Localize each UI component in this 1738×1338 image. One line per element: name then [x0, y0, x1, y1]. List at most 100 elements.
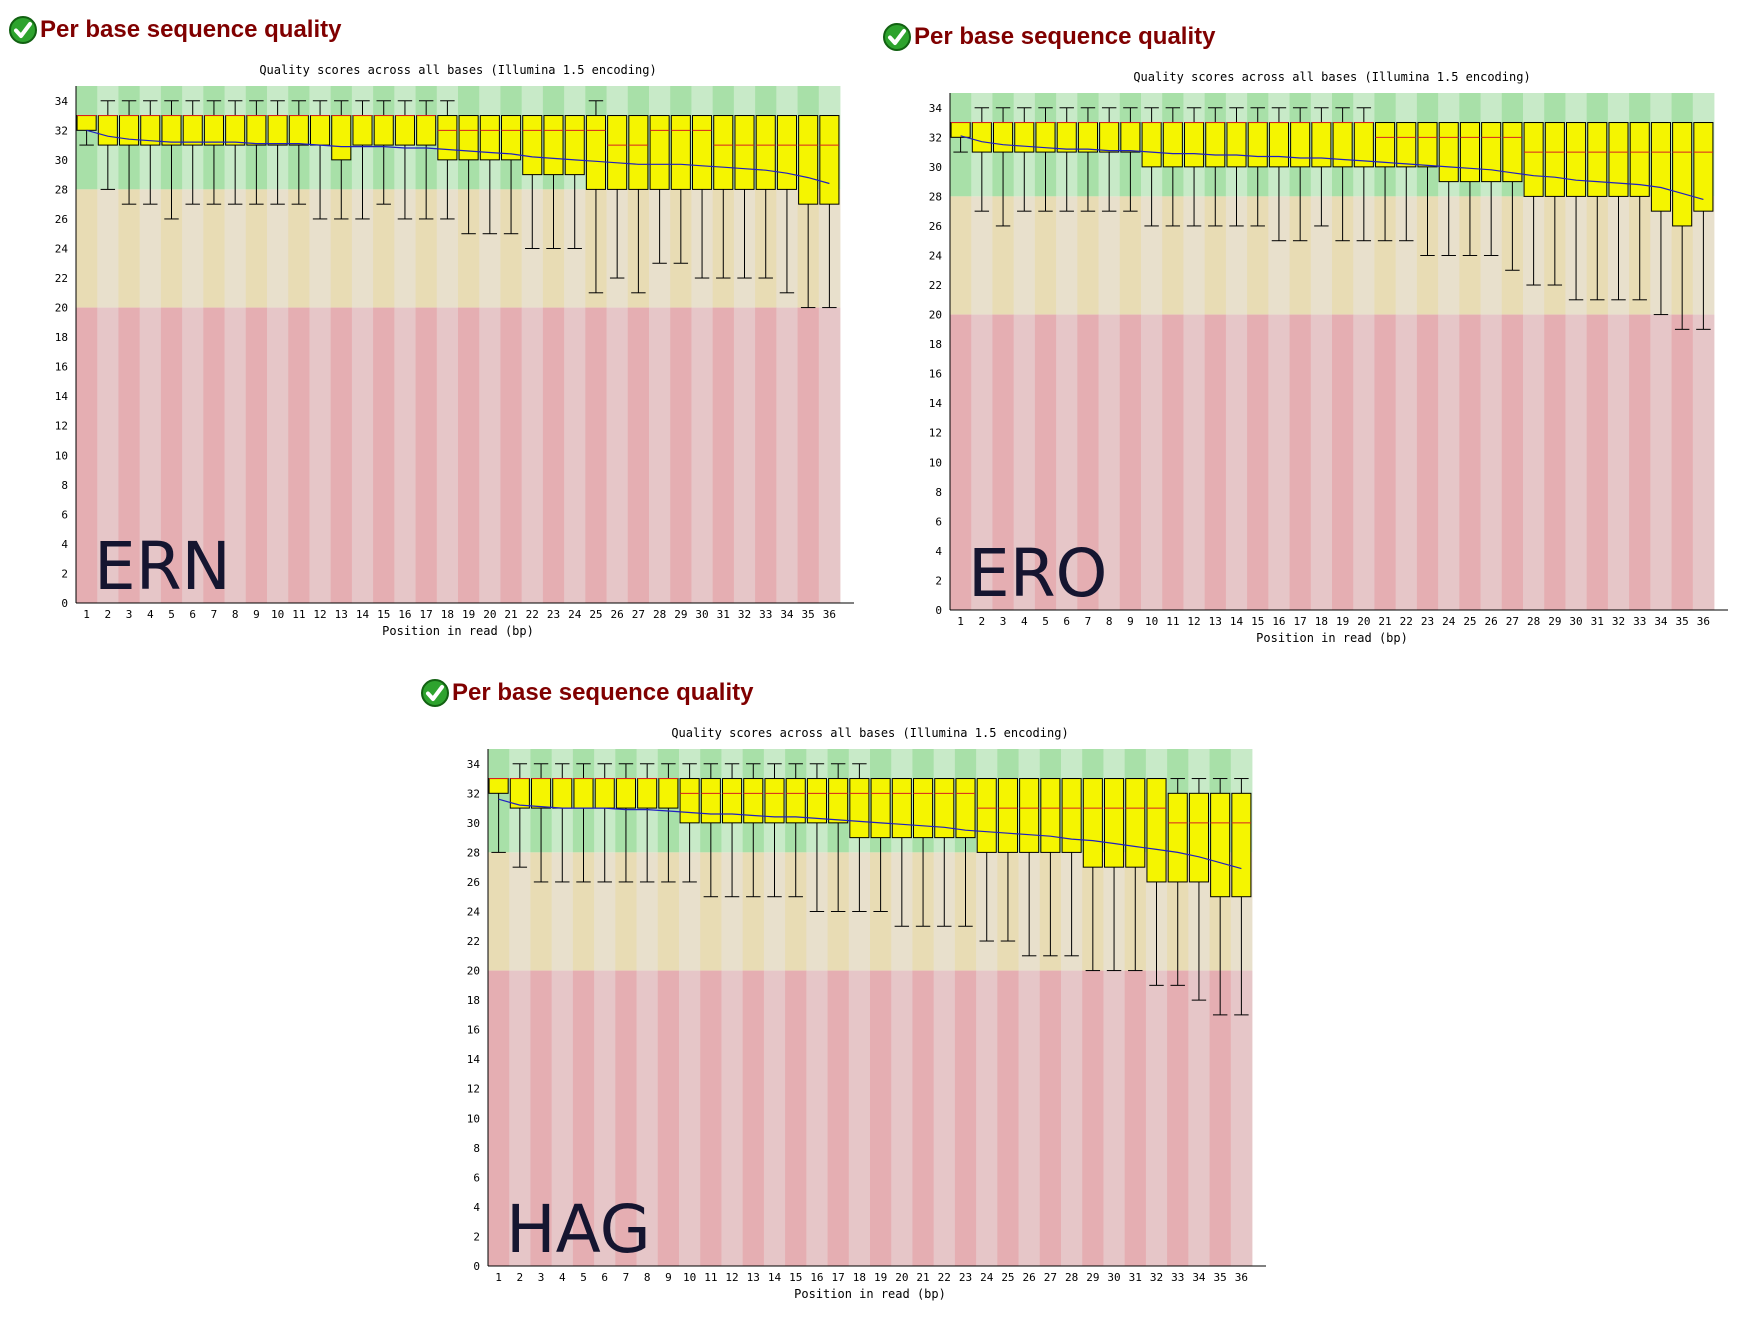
y-tick-label: 18 [929, 338, 942, 351]
quartile-box [352, 115, 373, 146]
zone-band-poor [1692, 314, 1715, 610]
quartile-box [692, 115, 713, 190]
y-tick-label: 16 [467, 1024, 480, 1037]
y-tick-label: 10 [55, 449, 68, 462]
x-axis-label: Position in read (bp) [794, 1287, 946, 1301]
y-tick-label: 18 [55, 331, 68, 344]
y-tick-label: 10 [929, 456, 942, 469]
x-tick-label: 34 [780, 608, 794, 621]
zone-band-poor [245, 307, 268, 603]
y-tick-label: 20 [467, 965, 480, 978]
x-tick-label: 17 [420, 608, 433, 621]
quartile-box [564, 115, 585, 176]
quartile-box [1056, 122, 1077, 153]
zone-band-poor [649, 307, 671, 603]
x-tick-label: 20 [1357, 615, 1370, 628]
quartile-box [1226, 122, 1247, 168]
panel-ero: Per base sequence quality Quality scores… [882, 17, 1738, 667]
zone-band-poor [742, 970, 765, 1266]
quartile-box [1459, 122, 1480, 183]
x-axis-label: Position in read (bp) [382, 624, 534, 638]
x-tick-label: 36 [1697, 615, 1710, 628]
x-tick-label: 18 [441, 608, 454, 621]
zone-band-poor [203, 307, 225, 603]
x-tick-label: 30 [695, 608, 708, 621]
zone-band-reasonable [1332, 196, 1354, 315]
x-tick-label: 2 [517, 1271, 524, 1284]
zone-band-poor [1310, 314, 1333, 610]
zone-band-reasonable [1098, 196, 1121, 315]
quartile-box [288, 115, 309, 146]
zone-band-reasonable [785, 852, 807, 971]
zone-band-poor [763, 970, 786, 1266]
quartile-box [119, 115, 140, 146]
zone-band-poor [776, 307, 798, 603]
panel-title: Per base sequence quality [452, 679, 754, 706]
quartile-box [1099, 122, 1120, 153]
x-tick-label: 13 [747, 1271, 760, 1284]
x-tick-label: 25 [1001, 1271, 1014, 1284]
zone-band-poor [585, 307, 607, 603]
x-tick-label: 28 [1527, 615, 1540, 628]
zone-band-poor [712, 307, 735, 603]
quartile-box [394, 115, 415, 146]
quartile-box [700, 778, 721, 824]
quartile-box [1120, 122, 1141, 153]
quartile-box [1693, 122, 1714, 212]
quartile-box [97, 115, 118, 146]
quartile-box [552, 778, 573, 809]
x-tick-label: 5 [580, 1271, 587, 1284]
x-tick-label: 1 [495, 1271, 502, 1284]
y-tick-label: 0 [61, 597, 68, 610]
y-tick-label: 34 [55, 95, 69, 108]
quartile-box [819, 115, 840, 205]
x-tick-label: 21 [504, 608, 517, 621]
zone-band-poor [1586, 314, 1609, 610]
zone-band-reasonable [971, 196, 993, 315]
x-tick-label: 28 [653, 608, 666, 621]
zone-band-poor [670, 307, 692, 603]
quartile-box [203, 115, 224, 146]
zone-band-poor [1188, 970, 1210, 1266]
x-tick-label: 6 [1063, 615, 1070, 628]
zone-band-poor [1501, 314, 1524, 610]
quartile-box [1167, 792, 1188, 883]
zone-band-poor [1332, 314, 1354, 610]
x-tick-label: 22 [1400, 615, 1413, 628]
zone-band-poor [288, 307, 310, 603]
quartile-box [755, 115, 776, 190]
zone-band-poor [657, 970, 680, 1266]
x-tick-label: 29 [1086, 1271, 1099, 1284]
x-tick-label: 16 [810, 1271, 823, 1284]
zone-band-poor [1077, 314, 1099, 610]
panel-header: Per base sequence quality [420, 673, 753, 713]
x-tick-label: 33 [1633, 615, 1646, 628]
zone-band-poor [870, 970, 892, 1266]
x-tick-label: 10 [1145, 615, 1158, 628]
y-tick-label: 2 [473, 1230, 480, 1243]
zone-band-poor [627, 307, 650, 603]
quartile-box [1566, 122, 1587, 197]
quartile-box [267, 115, 288, 146]
check-icon [421, 679, 449, 707]
x-tick-label: 31 [1591, 615, 1604, 628]
quartile-box [776, 115, 797, 190]
zone-band-poor [1162, 314, 1184, 610]
y-tick-label: 10 [467, 1112, 480, 1125]
zone-band-poor [1119, 314, 1142, 610]
x-tick-label: 6 [601, 1271, 608, 1284]
x-tick-label: 21 [1378, 615, 1391, 628]
quartile-box [849, 778, 870, 839]
x-tick-label: 20 [483, 608, 496, 621]
x-tick-label: 2 [979, 615, 986, 628]
y-tick-label: 30 [929, 161, 942, 174]
quartile-box [246, 115, 267, 146]
y-tick-label: 26 [55, 213, 68, 226]
x-tick-label: 22 [526, 608, 539, 621]
zone-band-poor [606, 307, 629, 603]
y-tick-label: 24 [929, 249, 943, 262]
quartile-box [1125, 778, 1146, 868]
x-tick-label: 14 [356, 608, 370, 621]
zone-band-poor [1523, 314, 1545, 610]
zone-band-reasonable [700, 852, 722, 971]
